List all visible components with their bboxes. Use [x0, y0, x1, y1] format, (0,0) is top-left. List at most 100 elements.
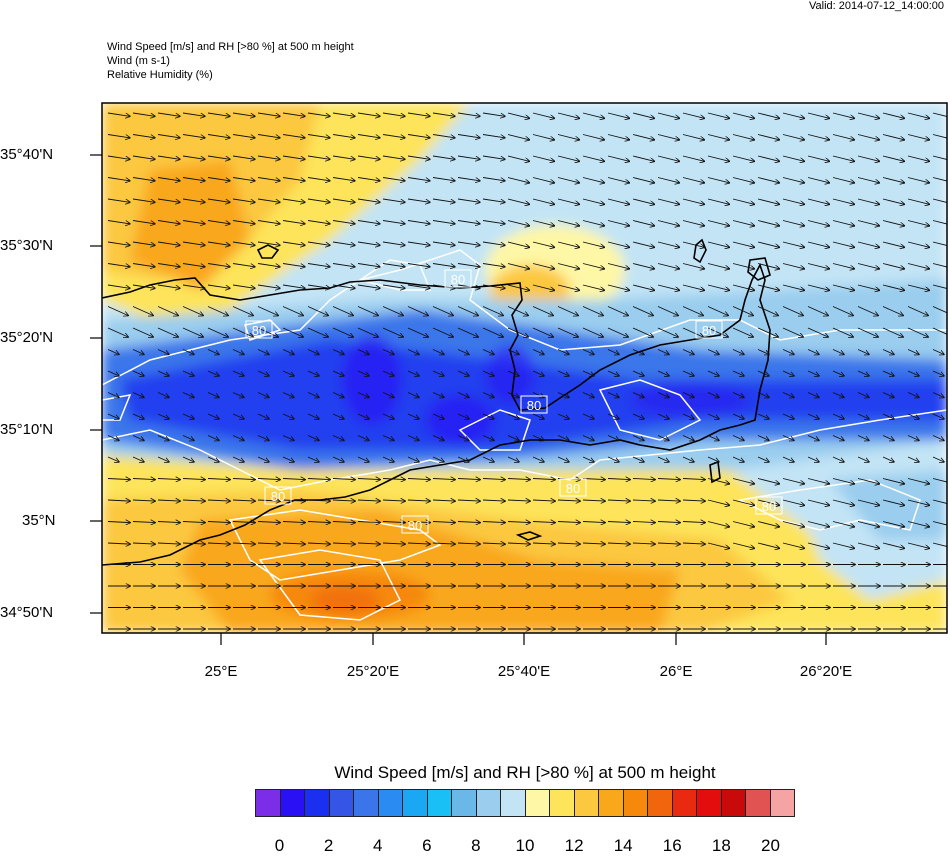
wind-arrow: [907, 542, 929, 548]
wind-arrow: [382, 456, 394, 462]
wind-arrow: [307, 370, 319, 376]
wind-arrow: [682, 392, 694, 398]
wind-arrow: [807, 435, 819, 441]
wind-arrow: [282, 284, 305, 288]
wind-arrow: [157, 435, 169, 441]
wind-arrow: [882, 112, 904, 118]
wind-arrow: [932, 134, 947, 139]
wind-arrow: [757, 198, 779, 204]
wind-arrow: [132, 522, 155, 523]
wind-arrow: [907, 155, 929, 161]
wind-arrow: [232, 284, 255, 288]
wind-arrow: [832, 478, 854, 484]
wind-arrow: [182, 241, 205, 245]
legend-tick: 12: [564, 836, 584, 855]
wind-arrow: [832, 392, 844, 398]
wind-arrow: [432, 327, 453, 337]
wind-arrow: [182, 263, 205, 267]
wind-arrow: [157, 522, 180, 523]
wind-arrow: [707, 198, 729, 204]
wind-arrow: [882, 263, 904, 269]
wind-arrow: [482, 112, 505, 116]
wind-arrow: [807, 349, 819, 355]
wind-arrow: [482, 198, 505, 202]
wind-arrow: [507, 370, 519, 376]
wind-arrow: [682, 220, 704, 226]
wind-arrow: [457, 241, 480, 245]
color-box: [550, 790, 575, 816]
wind-arrow: [182, 155, 205, 159]
wind-arrow: [707, 370, 719, 376]
wind-arrow: [532, 327, 553, 337]
wind-arrow: [207, 241, 230, 245]
contour-label: 80: [444, 269, 472, 288]
contour-label: 80: [755, 496, 783, 515]
wind-arrow: [407, 456, 419, 462]
wind-arrow: [182, 198, 205, 202]
wind-arrow: [132, 134, 155, 138]
lon-label: 26°E: [659, 663, 693, 680]
wind-arrow: [857, 349, 869, 355]
svg-text:80: 80: [451, 272, 465, 287]
wind-arrow: [382, 392, 394, 398]
lat-label: 35°N: [22, 512, 56, 529]
wind-arrow: [182, 177, 205, 181]
wind-arrow: [457, 220, 480, 224]
wind-arrow: [332, 327, 353, 337]
wind-arrow: [782, 284, 804, 290]
wind-arrow: [757, 349, 769, 355]
wind-arrow: [257, 220, 280, 224]
wind-arrow: [507, 177, 529, 183]
wind-arrow: [832, 241, 854, 247]
wind-arrow: [782, 392, 794, 398]
wind-arrow: [107, 435, 119, 441]
wind-arrow: [357, 435, 369, 441]
wind-arrow: [807, 177, 829, 183]
wind-arrow: [732, 499, 754, 505]
lat-label: 35°40'N: [0, 146, 54, 163]
wind-arrow: [357, 198, 380, 202]
wind-arrow: [782, 349, 794, 355]
wind-arrow: [207, 155, 230, 159]
wind-arrow: [882, 155, 904, 161]
wind-arrow: [632, 392, 644, 398]
wind-arrow: [507, 349, 519, 355]
color-box: [427, 790, 452, 816]
wind-arrow: [882, 306, 903, 316]
wind-arrow: [157, 177, 180, 181]
wind-arrow: [782, 220, 804, 226]
wind-arrow: [357, 522, 380, 523]
wind-arrow: [707, 263, 729, 269]
wind-arrow: [332, 112, 355, 116]
wind-arrow: [632, 435, 644, 441]
wind-arrow: [757, 220, 779, 226]
wind-arrow: [932, 456, 944, 462]
wind-arrow: [282, 543, 305, 544]
wind-arrow: [832, 155, 854, 161]
wind-arrow: [357, 220, 380, 224]
wind-arrow: [507, 456, 519, 462]
wind-arrow: [432, 263, 455, 267]
wind-arrow: [232, 479, 255, 480]
wind-arrow: [632, 370, 644, 376]
wind-arrow: [757, 499, 779, 505]
wind-arrow: [807, 478, 829, 484]
wind-arrow: [807, 327, 828, 337]
wind-arrow: [307, 155, 330, 159]
wind-arrow: [832, 220, 854, 226]
wind-arrow: [307, 134, 330, 138]
wind-arrow: [457, 456, 469, 462]
wind-arrow: [757, 263, 779, 269]
wind-arrow: [132, 349, 144, 355]
wind-arrow: [857, 263, 879, 269]
wind-arrow: [932, 435, 944, 441]
contour-label: 80: [559, 478, 587, 497]
wind-arrow: [707, 542, 729, 548]
legend-tick: 4: [372, 836, 383, 855]
wind-arrow: [882, 435, 894, 441]
wind-arrow: [907, 435, 919, 441]
wind-arrow: [682, 134, 704, 140]
svg-text:80: 80: [566, 481, 580, 496]
wind-arrow: [482, 241, 505, 245]
wind-arrow: [507, 220, 529, 226]
